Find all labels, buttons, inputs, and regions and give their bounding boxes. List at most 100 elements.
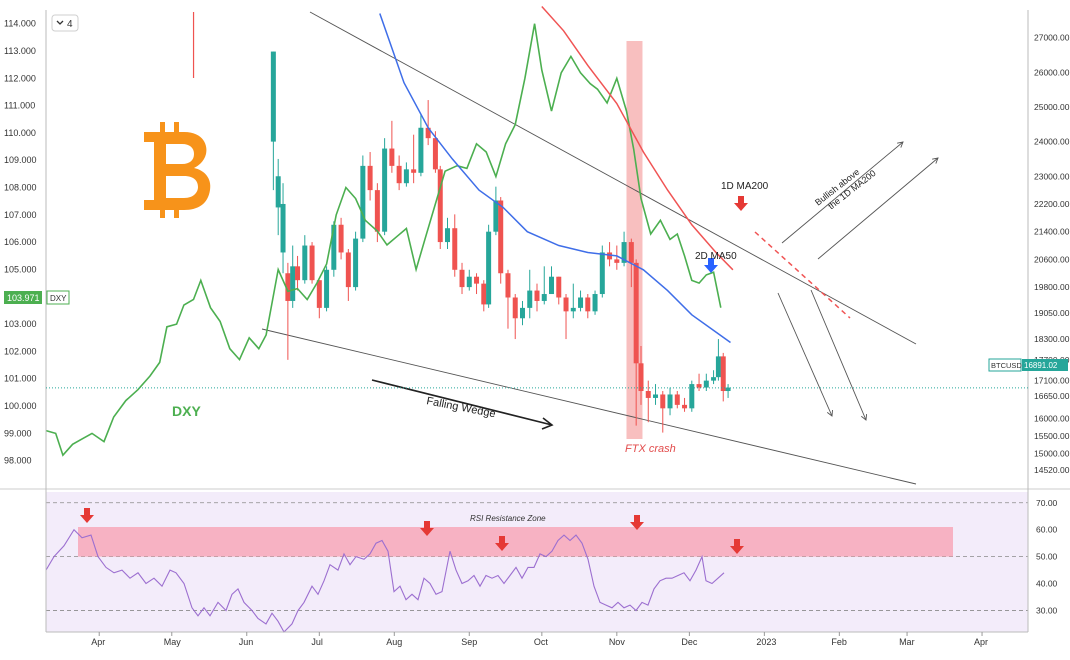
dxy-tick-label: 102.000 [4,346,37,356]
rsi-peak-marker-icon-head [420,528,434,536]
wedge-upper-trendline [309,11,917,345]
candle-body [481,283,487,305]
rsi-resistance-zone [78,527,953,557]
rsi-tick-label: 30.00 [1036,605,1058,615]
ftx-crash-label: FTX crash [625,443,676,455]
btc-tick-label: 19800.00 [1034,282,1070,292]
dxy-tick-label: 107.000 [4,210,37,220]
ma50-label: 2D MA50 [695,251,737,262]
dxy-last-name: DXY [50,294,67,303]
collapse-count: 4 [67,19,73,30]
btc-tick-label: 21400.00 [1034,227,1070,237]
candle-body [270,51,276,142]
rsi-peak-marker-icon-head [80,515,94,523]
ma200-projection [754,231,851,319]
btc-tick-label: 16650.00 [1034,391,1070,401]
bitcoin-logo-icon [144,122,211,218]
btc-tick-label: 14520.00 [1034,465,1070,475]
btc-last-value: 16891.02 [1024,361,1058,370]
projection-down-arrow-head [861,413,868,421]
candle-body [316,280,322,308]
time-tick-label: Mar [899,637,915,647]
candle-body [614,259,620,263]
dxy-tick-label: 110.000 [4,128,36,138]
rsi-peak-marker-icon-head [630,522,644,530]
dxy-tick-label: 100.000 [4,401,37,411]
bullish-label: Bullish above the 1D MA200 [813,159,878,216]
ma50-marker-icon [708,258,714,265]
rsi-peak-marker-icon [734,539,740,546]
candle-body [674,394,680,405]
candle-body [512,297,518,319]
candle-body [703,380,709,388]
candle-body [689,384,695,409]
candle-body [466,276,472,288]
candle-body [585,297,591,312]
btc-tick-label: 17100.00 [1034,376,1070,386]
candle-body [498,200,504,274]
candle-body [493,200,499,232]
candle-body [360,165,366,239]
dxy-line [45,23,722,457]
candle-body [667,394,673,409]
projection-down-arrow-head [826,409,833,417]
candle-body [556,276,562,298]
rsi-peak-marker-icon [424,521,430,528]
candle-body [338,224,344,253]
rsi-line [45,528,725,633]
candle-body [411,169,417,173]
candle-body [638,363,644,392]
candle-body [302,245,308,281]
dxy-tick-label: 105.000 [4,264,37,274]
candle-body [280,203,286,253]
wedge-direction-arrow-head [541,417,554,430]
time-tick-label: Aug [386,637,402,647]
ma200-marker-icon [738,196,744,203]
candle-body [720,356,726,392]
candle-body [715,356,721,378]
time-tick-label: Apr [91,637,105,647]
dxy-tick-label: 112.000 [4,73,36,83]
rsi-tick-label: 50.00 [1036,552,1058,562]
time-tick-label: Apr [974,637,988,647]
ma50-marker-icon-head [704,265,718,273]
rsi-peak-marker-icon [84,508,90,515]
dxy-tick-label: 108.000 [4,183,37,193]
dxy-tick-label: 101.000 [4,374,37,384]
btc-last-badge: BTCUSD 16891.02 [988,358,1068,372]
falling-wedge-label: Falling Wedge [425,395,496,420]
btc-tick-label: 15000.00 [1034,448,1070,458]
time-tick-label: Jul [311,637,323,647]
candle-body [324,269,330,308]
ma200-marker-icon-head [734,203,748,211]
candle-body [353,238,359,288]
candle-body [527,290,533,308]
candle-body [519,307,525,319]
rsi-tick-label: 60.00 [1036,525,1058,535]
collapse-indicators-button[interactable]: 4 [51,14,79,32]
rsi-pane [45,492,1028,633]
candle-body [578,297,584,308]
btc-tick-label: 18300.00 [1034,334,1070,344]
candle-body [396,165,402,184]
btc-tick-label: 23000.00 [1034,171,1070,181]
candle-body [570,307,576,312]
candle-body [633,262,639,364]
candle-body [534,290,540,301]
candle-body [295,266,301,281]
candle-body [505,273,511,298]
btc-tick-label: 27000.00 [1034,33,1070,43]
candle-body [403,169,409,184]
candle-body [389,148,395,166]
btc-tick-label: 24000.00 [1034,137,1070,147]
candle-body [290,266,296,301]
candle-body [452,228,458,270]
btc-tick-label: 25000.00 [1034,102,1070,112]
dxy-tick-label: 109.000 [4,155,37,165]
btc-tick-label: 20600.00 [1034,254,1070,264]
rsi-tick-label: 40.00 [1036,579,1058,589]
candle-body [331,224,337,270]
dxy-last-badge: 103.971 DXY [4,290,70,305]
rsi-peak-marker-icon [499,536,505,543]
